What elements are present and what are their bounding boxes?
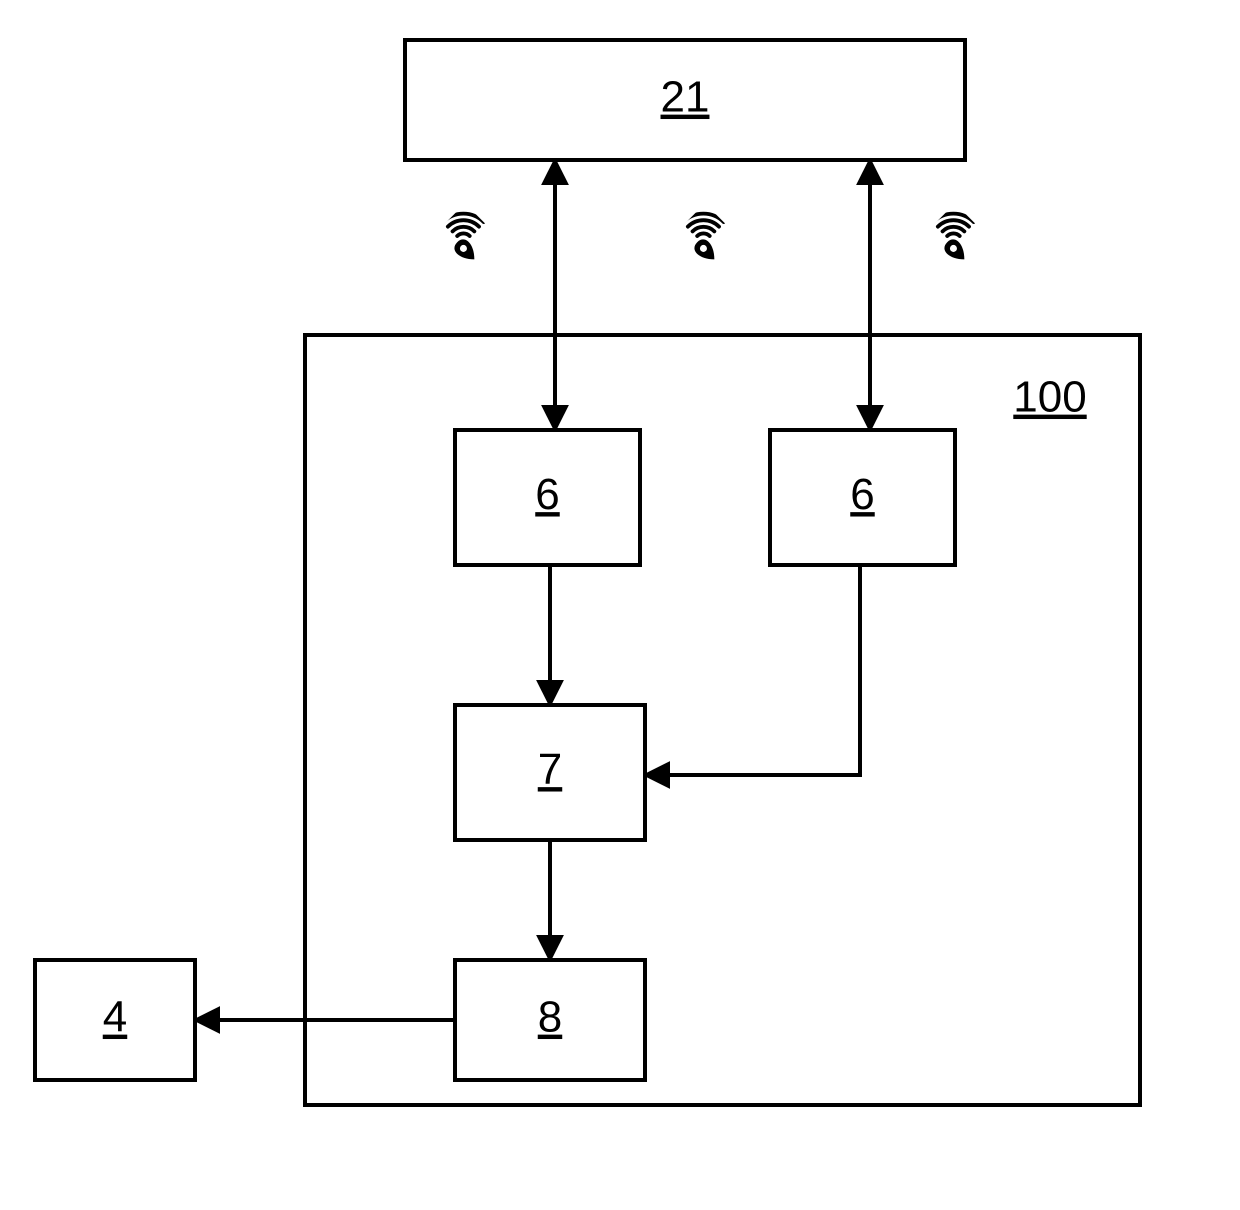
block-label: 21 <box>661 73 710 122</box>
block-n100: 100 <box>305 335 1140 1105</box>
block-n7: 7 <box>455 705 645 840</box>
block-n6b: 6 <box>770 430 955 565</box>
block-label: 7 <box>538 745 562 794</box>
block-label: 100 <box>1013 373 1086 422</box>
block-n21: 21 <box>405 40 965 160</box>
block-label: 6 <box>850 470 874 519</box>
block-n6a: 6 <box>455 430 640 565</box>
block-label: 4 <box>103 993 127 1042</box>
wireless-icon <box>924 202 987 265</box>
block-label: 6 <box>535 470 559 519</box>
block-n8: 8 <box>455 960 645 1080</box>
block-n4: 4 <box>35 960 195 1080</box>
wireless-icon <box>674 202 737 265</box>
wireless-icon <box>434 202 497 265</box>
block-label: 8 <box>538 993 562 1042</box>
